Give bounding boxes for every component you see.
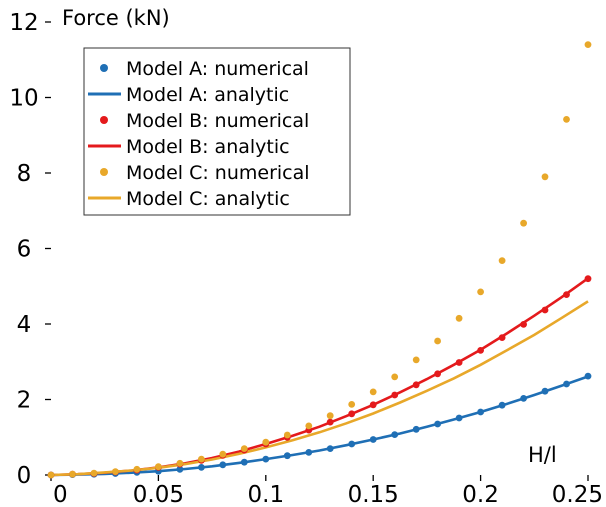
series-4-point bbox=[455, 314, 463, 322]
series-0-point bbox=[455, 414, 463, 422]
series-2-point bbox=[412, 381, 420, 389]
series-4-point bbox=[262, 438, 270, 446]
y-tick-label: 10 bbox=[9, 86, 38, 112]
series-4-point bbox=[477, 288, 484, 296]
x-tick-label: 0.1 bbox=[248, 482, 285, 507]
series-4-point bbox=[219, 450, 227, 458]
y-tick-label: 6 bbox=[17, 237, 32, 263]
series-4-point bbox=[283, 431, 291, 439]
series-0-point bbox=[348, 440, 356, 448]
series-4-point bbox=[434, 337, 441, 345]
series-4-point bbox=[369, 388, 377, 396]
x-tick-label: 0 bbox=[53, 482, 68, 507]
axes: 0 2 4 6 8 10 12 0 0.05 0.1 0.15 0.2 0.25 bbox=[9, 10, 603, 507]
y-tick-label: 8 bbox=[17, 161, 32, 187]
series-0-point bbox=[584, 372, 592, 380]
legend-label: Model A: numerical bbox=[126, 58, 309, 80]
series-line-5 bbox=[50, 300, 589, 477]
series-0-point bbox=[283, 452, 291, 460]
series-4-point bbox=[69, 470, 76, 478]
series-0-point bbox=[305, 449, 313, 456]
legend-marker bbox=[100, 116, 108, 124]
series-4-point bbox=[541, 173, 549, 181]
series-4-point bbox=[305, 422, 313, 430]
legend-label: Model C: analytic bbox=[126, 188, 290, 210]
series-4-point bbox=[520, 219, 527, 227]
series-4-point bbox=[176, 459, 184, 467]
y-tick-label: 12 bbox=[9, 10, 38, 36]
series-0-point bbox=[498, 401, 506, 409]
series-0-point bbox=[262, 455, 270, 463]
series-2-point bbox=[477, 347, 484, 354]
series-2-point bbox=[348, 410, 356, 418]
series-4-point bbox=[563, 116, 570, 123]
series-4-point bbox=[348, 401, 356, 408]
series-4-point bbox=[198, 455, 205, 463]
legend-box bbox=[83, 47, 351, 216]
series-4-point bbox=[412, 356, 420, 364]
series-4-point bbox=[584, 41, 592, 48]
series-layer bbox=[47, 41, 592, 479]
legend: Model A: numerical Model A: analytic Model… bbox=[83, 47, 351, 216]
x-tick-label: 0.05 bbox=[133, 482, 184, 507]
series-2-point bbox=[455, 359, 463, 366]
legend-marker bbox=[100, 64, 108, 72]
series-0-point bbox=[412, 425, 420, 433]
series-0-point bbox=[369, 436, 377, 443]
legend-label: Model B: analytic bbox=[126, 136, 290, 158]
series-2-point bbox=[584, 275, 592, 283]
y-tick-label: 0 bbox=[17, 463, 32, 489]
x-axis-label: H/l bbox=[528, 443, 557, 467]
series-4-point bbox=[90, 469, 98, 477]
series-4-point bbox=[133, 465, 141, 473]
series-4-point bbox=[240, 445, 248, 452]
series-0-point bbox=[219, 461, 227, 469]
series-2-point bbox=[520, 321, 527, 328]
legend-label: Model A: analytic bbox=[126, 84, 289, 106]
series-0-point bbox=[541, 387, 549, 395]
legend-label: Model C: numerical bbox=[126, 162, 310, 184]
y-tick-label: 2 bbox=[17, 388, 32, 414]
series-2-point bbox=[391, 391, 399, 399]
series-0-point bbox=[477, 408, 484, 416]
series-line-1 bbox=[50, 375, 589, 477]
series-4-point bbox=[498, 257, 506, 264]
series-0-point bbox=[520, 395, 527, 402]
series-4-point bbox=[155, 463, 162, 471]
y-tick-label: 4 bbox=[17, 312, 32, 338]
y-axis-label: Force (kN) bbox=[62, 6, 170, 30]
series-0-point bbox=[434, 420, 441, 428]
series-0-point bbox=[326, 445, 334, 452]
series-4-point bbox=[326, 412, 334, 420]
series-2-point bbox=[434, 370, 441, 378]
series-2-point bbox=[498, 334, 506, 341]
series-4-point bbox=[112, 468, 119, 475]
series-2-point bbox=[326, 418, 334, 426]
series-2-point bbox=[369, 401, 377, 409]
series-2-point bbox=[563, 291, 570, 298]
legend-marker bbox=[100, 168, 108, 176]
series-0-point bbox=[176, 465, 184, 473]
series-4-point bbox=[391, 373, 399, 381]
x-tick-label: 0.2 bbox=[462, 482, 499, 507]
series-0-point bbox=[198, 464, 205, 471]
x-tick-label: 0.15 bbox=[348, 482, 399, 507]
series-0-point bbox=[240, 458, 248, 466]
series-0-point bbox=[563, 380, 570, 388]
series-4-point bbox=[47, 471, 55, 479]
legend-label: Model B: numerical bbox=[126, 110, 309, 132]
series-2-point bbox=[541, 306, 549, 314]
x-tick-label: 0.25 bbox=[552, 482, 603, 507]
series-0-point bbox=[391, 431, 399, 438]
